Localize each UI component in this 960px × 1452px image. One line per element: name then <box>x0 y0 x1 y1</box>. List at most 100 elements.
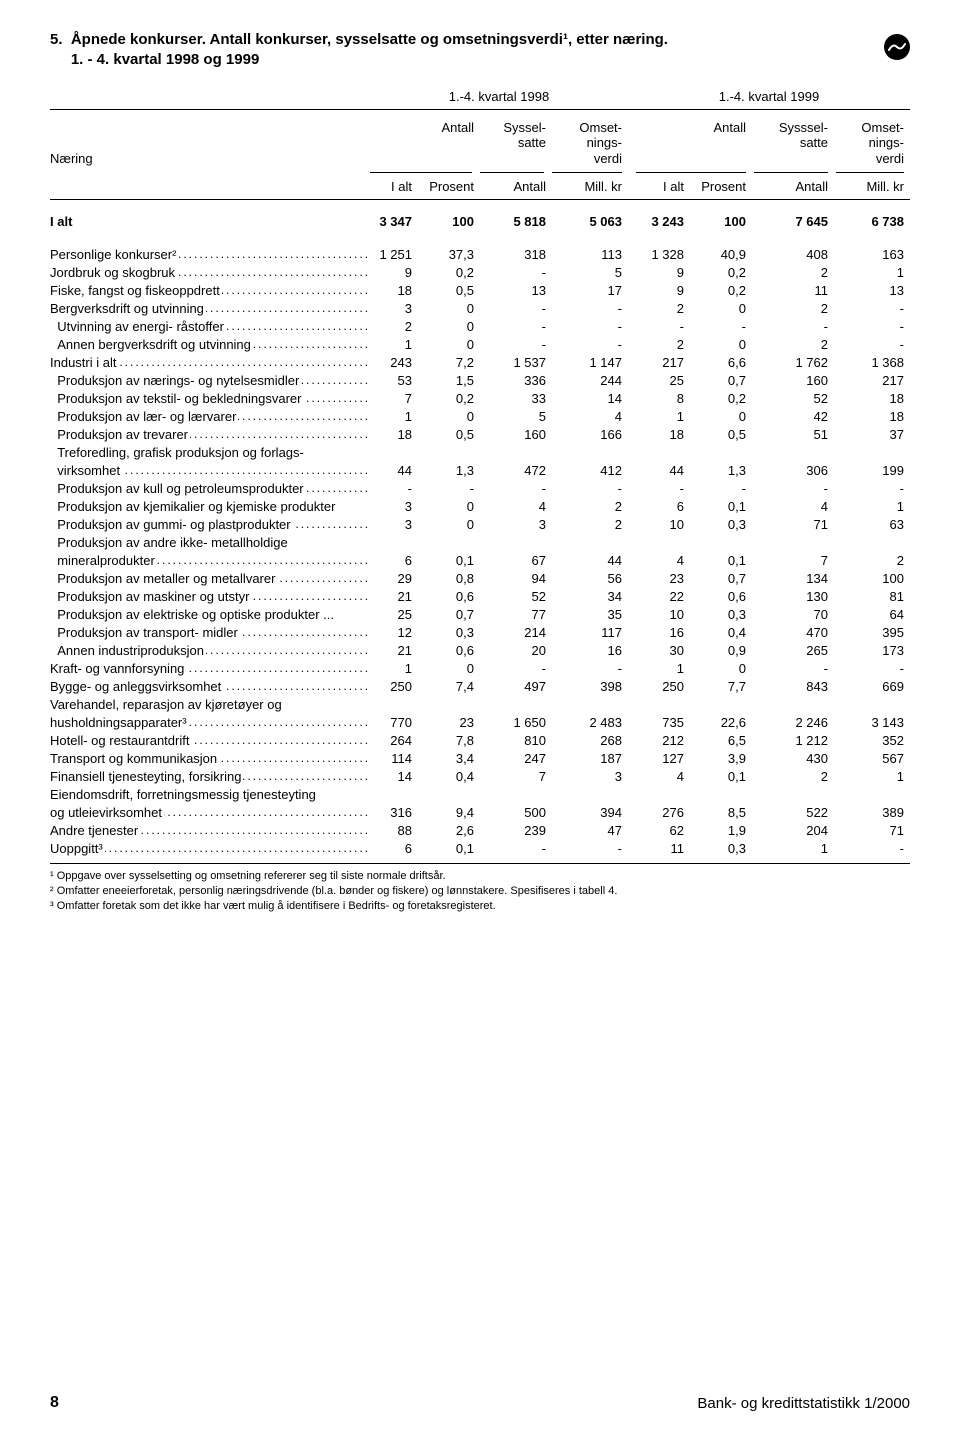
row-label: Produksjon av transport- midler <box>50 623 370 641</box>
cell: 1 <box>628 407 690 425</box>
cell: - <box>834 335 910 353</box>
cell: 23 <box>628 569 690 587</box>
cell: 2 483 <box>552 713 628 731</box>
row-label: Bergverksdrift og utvinning <box>50 299 370 317</box>
cell: 2 <box>752 335 834 353</box>
cell: 173 <box>834 641 910 659</box>
cell: 7,2 <box>418 353 480 371</box>
cell: 0,1 <box>690 551 752 569</box>
cell <box>480 695 552 713</box>
col-group-antall-2: Antall <box>628 120 752 167</box>
cell: 3 <box>370 515 418 533</box>
cell: 13 <box>480 281 552 299</box>
cell: 0,6 <box>690 587 752 605</box>
table-row: Produksjon av trevarer180,5160166180,551… <box>50 425 910 443</box>
cell: 7 <box>752 551 834 569</box>
cell: 735 <box>628 713 690 731</box>
cell: - <box>752 317 834 335</box>
cell: 25 <box>370 605 418 623</box>
cell: 2 <box>552 515 628 533</box>
cell <box>834 443 910 461</box>
row-label: virksomhet <box>50 461 370 479</box>
table-row: Personlige konkurser²1 25137,33181131 32… <box>50 245 910 263</box>
cell: 14 <box>370 767 418 785</box>
cell: 0,5 <box>418 425 480 443</box>
col-antall-2: Antall <box>752 179 834 194</box>
cell: - <box>834 299 910 317</box>
cell <box>418 785 480 803</box>
cell: 0,7 <box>690 569 752 587</box>
cell: 770 <box>370 713 418 731</box>
cell: 6 <box>370 551 418 569</box>
cell: 0,1 <box>418 839 480 857</box>
cell: 0,1 <box>418 551 480 569</box>
table-row: Produksjon av andre ikke- metallholdige <box>50 533 910 551</box>
cell <box>628 695 690 713</box>
cell: 100 <box>690 208 752 239</box>
table-row: mineralprodukter60,1674440,172 <box>50 551 910 569</box>
cell: 113 <box>552 245 628 263</box>
cell: 204 <box>752 821 834 839</box>
row-label: Produksjon av tekstil- og bekledningsvar… <box>50 389 370 407</box>
cell: 1 <box>370 659 418 677</box>
cell: - <box>552 839 628 857</box>
cell: 63 <box>834 515 910 533</box>
cell: 336 <box>480 371 552 389</box>
cell: 160 <box>480 425 552 443</box>
cell: 3 <box>480 515 552 533</box>
cell <box>834 695 910 713</box>
cell: 9,4 <box>418 803 480 821</box>
row-label: Eiendomsdrift, forretningsmessig tjenest… <box>50 785 370 803</box>
table-row: Annen bergverksdrift og utvinning10--202… <box>50 335 910 353</box>
cell: 4 <box>628 767 690 785</box>
cell: 1 212 <box>752 731 834 749</box>
cell: 5 818 <box>480 208 552 239</box>
row-label: og utleievirksomhet <box>50 803 370 821</box>
cell <box>370 785 418 803</box>
cell: 114 <box>370 749 418 767</box>
cell: - <box>628 479 690 497</box>
cell: 127 <box>628 749 690 767</box>
cell: - <box>480 839 552 857</box>
cell: 0 <box>418 317 480 335</box>
cell <box>480 443 552 461</box>
cell: 810 <box>480 731 552 749</box>
cell: 0,9 <box>690 641 752 659</box>
table-row: Industri i alt2437,21 5371 1472176,61 76… <box>50 353 910 371</box>
cell: 1 <box>370 335 418 353</box>
cell: 0 <box>418 299 480 317</box>
cell: - <box>834 839 910 857</box>
cell: 64 <box>834 605 910 623</box>
cell: 843 <box>752 677 834 695</box>
col-ialt-2: I alt <box>628 179 690 194</box>
cell: 408 <box>752 245 834 263</box>
cell: - <box>552 479 628 497</box>
cell: 10 <box>628 515 690 533</box>
row-label: Bygge- og anleggsvirksomhet <box>50 677 370 695</box>
row-label: Produksjon av kull og petroleumsprodukte… <box>50 479 370 497</box>
cell: 14 <box>552 389 628 407</box>
cell: - <box>552 659 628 677</box>
cell: 4 <box>552 407 628 425</box>
cell: 163 <box>834 245 910 263</box>
cell: 21 <box>370 641 418 659</box>
table-row: husholdningsapparater³770231 6502 483735… <box>50 713 910 731</box>
cell <box>690 695 752 713</box>
cell: 0,6 <box>418 641 480 659</box>
cell: 0,2 <box>690 389 752 407</box>
row-label: Andre tjenester <box>50 821 370 839</box>
table-row: Treforedling, grafisk produksjon og forl… <box>50 443 910 461</box>
cell: 212 <box>628 731 690 749</box>
cell: 40,9 <box>690 245 752 263</box>
table-row: Uoppgitt³60,1--110,31- <box>50 839 910 857</box>
cell: 1 328 <box>628 245 690 263</box>
cell: 30 <box>628 641 690 659</box>
cell: 5 063 <box>552 208 628 239</box>
cell: 1,9 <box>690 821 752 839</box>
cell: 2 <box>552 497 628 515</box>
cell: 1 762 <box>752 353 834 371</box>
cell <box>552 785 628 803</box>
cell: 44 <box>552 551 628 569</box>
col-prosent-2: Prosent <box>690 179 752 194</box>
cell: - <box>370 479 418 497</box>
